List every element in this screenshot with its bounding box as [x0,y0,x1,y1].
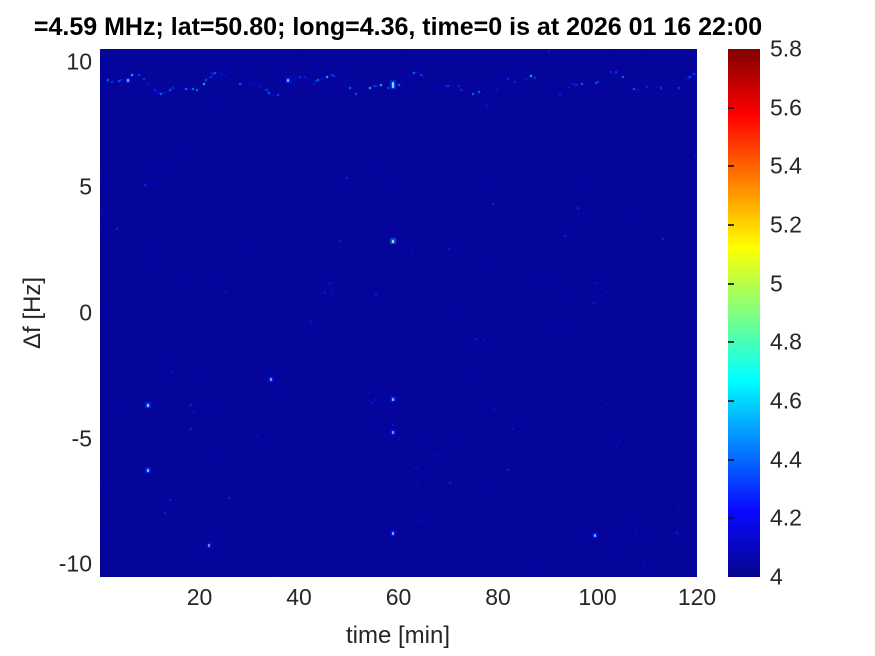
colorbar-tick-label: 5.4 [770,152,802,179]
y-tick-label: -10 [58,550,92,577]
x-tick-label: 40 [286,584,312,610]
colorbar-tick-label: 5 [770,270,783,297]
y-tick-label: 0 [79,299,92,326]
colorbar-tick-label: 5.6 [770,94,802,121]
colorbar-tick-label: 4.2 [770,504,802,531]
x-tick-label: 20 [186,584,213,610]
x-tick-label: 100 [578,584,617,610]
x-axis-label: time [min] [345,622,451,649]
y-tick-label: 10 [66,48,92,75]
colorbar-tick-label: 5.8 [770,35,802,62]
colorbar-tick-mark [728,458,734,461]
colorbar-tick-label: 5.2 [770,211,802,238]
colorbar [728,49,760,577]
colorbar-tick-mark [728,282,734,285]
plot-area [100,49,697,577]
colorbar-tick-label: 4.6 [770,387,802,414]
heatmap-canvas [100,49,697,577]
colorbar-tick-mark [728,517,734,520]
y-tick-label: 5 [79,173,92,200]
x-tick-label: 80 [485,584,511,610]
colorbar-tick-label: 4.4 [770,446,802,473]
chart-title: =4.59 MHz; lat=50.80; long=4.36, time=0 … [33,13,763,41]
colorbar-tick-mark [728,165,734,168]
colorbar-tick-mark [728,106,734,109]
x-tick-label: 60 [385,584,412,610]
x-tick-label: 120 [677,584,717,610]
colorbar-tick-mark [728,341,734,344]
colorbar-tick-label: 4.8 [770,328,802,355]
colorbar-tick-mark [728,224,734,226]
colorbar-tick-label: 4 [770,563,783,590]
colorbar-tick-mark [728,400,734,402]
y-tick-label: -5 [71,425,92,452]
